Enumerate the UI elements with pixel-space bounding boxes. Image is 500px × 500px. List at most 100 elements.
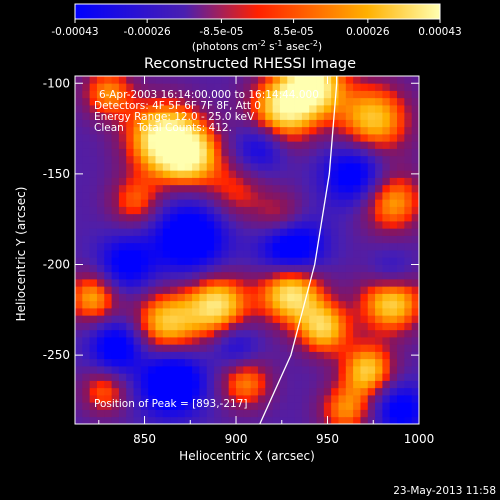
heatmap-cell	[82, 380, 91, 389]
heatmap-cell	[140, 126, 149, 135]
heatmap-cell	[162, 228, 171, 236]
heatmap-cell	[133, 264, 142, 273]
heatmap-cell	[177, 148, 186, 157]
heatmap-cell	[206, 250, 215, 258]
heatmap-cell	[184, 373, 193, 381]
heatmap-cell	[316, 177, 325, 186]
heatmap-cell	[331, 366, 339, 374]
heatmap-cell	[221, 337, 230, 345]
heatmap-cell	[353, 279, 361, 287]
heatmap-cell	[316, 322, 325, 331]
heatmap-cell	[192, 242, 200, 251]
heatmap-cell	[360, 192, 369, 200]
heatmap-cell	[111, 83, 120, 91]
heatmap-cell	[338, 366, 347, 374]
heatmap-cell	[360, 416, 369, 424]
heatmap-cell	[148, 105, 156, 113]
heatmap-cell	[287, 286, 295, 294]
heatmap-cell	[236, 308, 244, 316]
heatmap-cell	[389, 271, 398, 280]
heatmap-cell	[265, 402, 274, 410]
heatmap-cell	[323, 97, 332, 106]
heatmap-cell	[294, 141, 303, 149]
heatmap-cell	[375, 409, 383, 418]
heatmap-cell	[192, 344, 200, 352]
heatmap-cell	[111, 279, 120, 287]
heatmap-cell	[360, 134, 369, 142]
heatmap-cell	[184, 257, 193, 265]
heatmap-cell	[228, 221, 237, 229]
heatmap-cell	[316, 337, 325, 345]
heatmap-cell	[345, 358, 354, 367]
heatmap-cell	[170, 337, 178, 345]
heatmap-cell	[221, 192, 230, 200]
heatmap-cell	[279, 402, 288, 410]
heatmap-cell	[214, 402, 222, 410]
heatmap-cell	[397, 112, 405, 120]
heatmap-cell	[133, 105, 142, 113]
heatmap-cell	[250, 76, 259, 84]
heatmap-cell	[257, 192, 266, 200]
heatmap-cell	[375, 119, 383, 128]
heatmap-cell	[411, 90, 419, 99]
heatmap-cell	[353, 76, 361, 84]
heatmap-cell	[360, 250, 369, 258]
heatmap-cell	[118, 387, 127, 396]
heatmap-cell	[411, 199, 419, 207]
heatmap-cell	[199, 329, 208, 338]
heatmap-cell	[353, 373, 361, 381]
heatmap-cell	[257, 337, 266, 345]
heatmap-cell	[316, 148, 325, 157]
heatmap-cell	[82, 373, 91, 381]
heatmap-cell	[162, 366, 171, 374]
heatmap-cell	[162, 344, 171, 352]
heatmap-cell	[192, 221, 200, 229]
heatmap-cell	[323, 308, 332, 316]
heatmap-cell	[331, 358, 339, 367]
heatmap-cell	[382, 76, 391, 84]
heatmap-cell	[272, 221, 281, 229]
heatmap-cell	[89, 228, 98, 236]
heatmap-cell	[411, 315, 419, 323]
heatmap-cell	[236, 228, 244, 236]
heatmap-cell	[228, 337, 237, 345]
heatmap-cell	[367, 344, 376, 352]
heatmap-cell	[353, 329, 361, 338]
heatmap-cell	[89, 155, 98, 164]
heatmap-cell	[360, 184, 369, 193]
heatmap-cell	[272, 279, 281, 287]
heatmap-cell	[389, 126, 398, 135]
heatmap-cell	[309, 322, 317, 331]
heatmap-cell	[155, 235, 164, 244]
heatmap-cell	[265, 192, 274, 200]
heatmap-cell	[192, 322, 200, 331]
heatmap-cell	[82, 308, 91, 316]
heatmap-cell	[162, 351, 171, 360]
heatmap-cell	[126, 337, 134, 345]
heatmap-cell	[221, 221, 230, 229]
heatmap-cell	[316, 155, 325, 164]
heatmap-cell	[177, 344, 186, 352]
heatmap-cell	[148, 163, 156, 171]
heatmap-cell	[411, 264, 419, 273]
heatmap-cell	[199, 358, 208, 367]
heatmap-cell	[382, 90, 391, 99]
heatmap-cell	[367, 235, 376, 244]
heatmap-cell	[162, 409, 171, 418]
heatmap-cell	[162, 315, 171, 323]
heatmap-cell	[75, 271, 83, 280]
heatmap-cell	[360, 308, 369, 316]
heatmap-cell	[272, 286, 281, 294]
heatmap-cell	[140, 97, 149, 106]
heatmap-cell	[228, 192, 237, 200]
heatmap-cell	[118, 76, 127, 84]
heatmap-cell	[257, 228, 266, 236]
heatmap-cell	[397, 358, 405, 367]
heatmap-cell	[279, 322, 288, 331]
heatmap-cell	[199, 213, 208, 222]
heatmap-cell	[221, 250, 230, 258]
heatmap-cell	[323, 126, 332, 135]
heatmap-cell	[221, 155, 230, 164]
heatmap-cell	[367, 380, 376, 389]
heatmap-cell	[345, 308, 354, 316]
